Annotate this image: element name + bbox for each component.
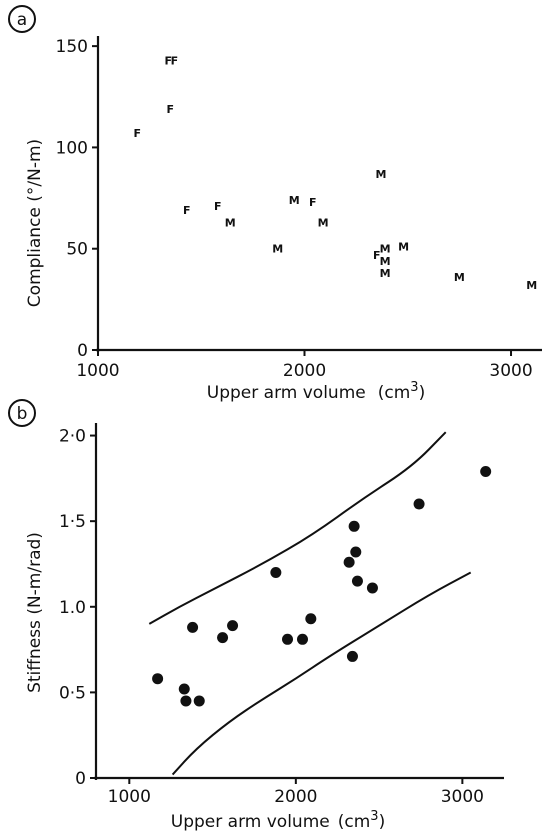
panel-a-marker-f: F bbox=[167, 103, 175, 116]
panel-b-point bbox=[296, 633, 308, 645]
panel-a-y-tick-label: 150 bbox=[56, 37, 88, 57]
panel-b-points bbox=[152, 466, 492, 707]
panel-b-axis-lines bbox=[94, 423, 504, 780]
panel-b-point bbox=[348, 520, 360, 532]
panel-a-marker-f: F bbox=[373, 249, 381, 262]
panel-a-label: a bbox=[17, 10, 27, 30]
panel-a-y-tick-label: 100 bbox=[56, 138, 88, 158]
panel-b-x-axis-label: Upper arm volume (cm3) bbox=[171, 809, 385, 832]
panel-a-marker-f: F bbox=[164, 54, 172, 67]
panel-b-y-tick-label: 1·5 bbox=[59, 512, 86, 532]
panel-b-point bbox=[351, 575, 363, 587]
panel-a-x-axis-label-text: Upper arm volume bbox=[207, 383, 366, 403]
panel-a-marker-m: M bbox=[318, 216, 329, 229]
panel-a-marker-m: M bbox=[454, 271, 465, 284]
panel-a-y-tick-label: 50 bbox=[66, 240, 88, 260]
panel-b-point bbox=[217, 632, 229, 644]
panel-a-ticks: 0 50 100 150 1000 2000 3000 bbox=[56, 37, 533, 381]
panel-b-point bbox=[480, 466, 492, 478]
panel-a-marker-m: M bbox=[272, 243, 283, 256]
panel-b-point bbox=[305, 613, 317, 625]
panel-a-y-axis-label: Compliance (°/N-m) bbox=[25, 139, 45, 307]
panel-b-y-tick-label: 0 bbox=[75, 769, 86, 789]
panel-b-point bbox=[270, 567, 282, 579]
panel-b-point bbox=[346, 650, 358, 662]
panel-a-x-tick-label: 2000 bbox=[283, 361, 326, 381]
panel-a-marker-f: F bbox=[214, 200, 222, 213]
panel-b-point bbox=[187, 621, 199, 633]
panel-b-y-axis-label: Stiffness (N-m/rad) bbox=[25, 532, 45, 693]
panel-b-band-upper bbox=[148, 431, 447, 625]
panel-b-label: b bbox=[17, 404, 28, 424]
panel-b-axes bbox=[94, 423, 504, 780]
panel-b-point bbox=[366, 582, 378, 594]
panel-b-x-axis-label-unit: cm bbox=[344, 812, 370, 832]
panel-a-marker-f: F bbox=[183, 204, 191, 217]
panel-b-y-tick-label: 0·5 bbox=[59, 683, 86, 703]
panel-a-x-axis-label-close: ) bbox=[419, 383, 426, 403]
panel-b-point bbox=[227, 620, 239, 632]
panel-a-marker-f: F bbox=[171, 54, 179, 67]
panel-b-band-lower bbox=[171, 571, 472, 776]
panel-b-y-tick-label: 2·0 bbox=[59, 427, 86, 447]
panel-a-x-axis-label-unit: cm bbox=[384, 383, 410, 403]
panel-a-marker-f: F bbox=[309, 196, 317, 209]
panel-b-x-tick-label: 2000 bbox=[274, 787, 317, 807]
panel-b-confidence-bands bbox=[148, 431, 472, 776]
panel-a-x-tick-label: 3000 bbox=[489, 361, 532, 381]
panel-a-marker-m: M bbox=[289, 194, 300, 207]
panel-b-x-axis-label-close: ) bbox=[379, 812, 386, 832]
panel-b-x-axis-label-exp: 3 bbox=[370, 809, 378, 824]
panel-b-point bbox=[193, 695, 205, 707]
panel-a-marker-m: M bbox=[225, 216, 236, 229]
panel-b-point bbox=[152, 673, 164, 685]
panel-a-marker-f: F bbox=[133, 127, 141, 140]
panel-a-marker-m: M bbox=[398, 241, 409, 254]
panel-a-label-circle bbox=[8, 5, 36, 33]
panel-a-x-axis-label: Upper arm volume (cm3) bbox=[207, 380, 425, 403]
panel-b-x-axis-label-text: Upper arm volume bbox=[171, 812, 330, 832]
panel-b-point bbox=[178, 683, 190, 695]
panel-a-axes bbox=[96, 36, 542, 352]
panel-a-marker-m: M bbox=[375, 168, 386, 181]
panel-b-point bbox=[413, 498, 425, 510]
panel-b-label-circle bbox=[8, 399, 36, 427]
panel-a-x-tick-label: 1000 bbox=[76, 361, 119, 381]
panel-a-marker-m: M bbox=[380, 267, 391, 280]
panel-b-ticks: 0 0·5 1.0 1·5 2·0 1000 2000 3000 bbox=[59, 427, 484, 807]
panel-a-marker-m: M bbox=[380, 243, 391, 256]
panel-b-point bbox=[350, 546, 362, 558]
panel-b-x-tick-label: 3000 bbox=[441, 787, 484, 807]
panel-a-axis-lines bbox=[96, 36, 542, 352]
panel-b-x-tick-label: 1000 bbox=[108, 787, 151, 807]
panel-a-y-tick-label: 0 bbox=[77, 341, 88, 361]
panel-b-stiffness-chart: b 0 0·5 1.0 1·5 2·0 1000 2000 3000 Stiffness (N… bbox=[8, 399, 504, 832]
panel-b-point bbox=[282, 633, 294, 645]
panel-b-y-tick-label: 1.0 bbox=[59, 598, 86, 618]
panel-a-marker-m: M bbox=[526, 279, 537, 292]
panel-a-x-axis-label-exp: 3 bbox=[410, 380, 418, 395]
panel-b-point bbox=[343, 556, 355, 568]
panel-a-marker-m: M bbox=[380, 255, 391, 268]
panel-b-point bbox=[180, 695, 192, 707]
